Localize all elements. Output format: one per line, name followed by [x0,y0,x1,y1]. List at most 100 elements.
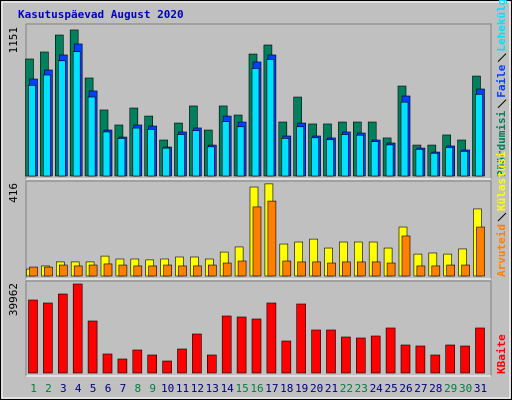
bar [177,348,187,374]
bar [207,146,215,177]
bar [147,354,157,374]
bar [355,337,366,374]
bar [221,121,230,177]
bar [72,283,83,374]
legend-entry: Lehekülgi [495,0,508,52]
bar [252,206,262,277]
x-tick-label: 8 [134,382,141,395]
bar [475,327,485,374]
bar [355,134,364,177]
bar [103,263,113,277]
x-tick-label: 24 [370,382,384,395]
bar [460,151,468,177]
x-tick-label: 4 [75,382,82,395]
y-tick-label: 416 [7,183,20,203]
bar [326,329,336,374]
x-tick-label: 22 [340,382,353,395]
bar [251,68,260,177]
x-tick-label: 29 [444,382,457,395]
bar [133,265,143,277]
bar [102,131,111,177]
x-tick-label: 3 [60,382,67,395]
x-tick-label: 11 [176,382,189,395]
bar [415,345,426,374]
bar [251,318,262,374]
bar [28,299,38,374]
bar [72,51,81,177]
chart-title: Kasutuspäevad August 2020 [18,8,184,21]
bar [370,141,379,177]
x-tick-label: 9 [149,382,156,395]
x-tick-label: 23 [355,382,368,395]
bar [476,226,485,277]
bar [282,260,292,277]
bar [207,354,217,374]
x-tick-label: 2 [45,382,52,395]
bar [312,261,321,277]
bar [327,262,336,277]
legend-entry: Faile [495,64,508,97]
bar [311,329,321,374]
bar [222,262,232,277]
bar [445,344,456,374]
bar [385,327,396,374]
bar [192,130,200,177]
bar [415,149,424,177]
bar [192,333,202,374]
bar [221,315,232,374]
bar [431,265,441,277]
legend-separator [497,212,507,222]
x-tick-label: 27 [414,382,427,395]
x-tick-label: 5 [90,382,97,395]
bar [147,129,155,177]
bar [400,344,411,374]
bar [266,59,275,177]
y-tick-label: 1151 [7,27,20,54]
legend-entry: Arvuteid [495,224,508,277]
bar [281,340,292,374]
bar [461,264,470,277]
legend-entry: KBaite [495,334,508,374]
bar [430,153,439,177]
bar [87,96,96,177]
x-tick-label: 31 [474,382,487,395]
x-tick-label: 14 [221,382,235,395]
bar [460,345,470,374]
x-tick-label: 1 [30,382,37,395]
x-tick-label: 19 [295,382,308,395]
bar [118,264,128,277]
bar [132,349,143,374]
x-tick-label: 26 [399,382,412,395]
bar [267,200,277,277]
bar [296,303,307,374]
bar [385,144,394,177]
bar [311,137,319,177]
x-tick-label: 10 [161,382,174,395]
bar [102,353,113,374]
bar [356,261,366,277]
bar [148,265,157,277]
x-tick-label: 6 [105,382,112,395]
legend-entry: Külastusi [495,151,508,211]
bar [445,147,454,177]
x-tick-label: 12 [191,382,204,395]
x-tick-label: 25 [384,382,397,395]
bar [43,302,53,374]
bar [57,293,68,374]
y-tick-label: 39962 [7,283,20,316]
bar [88,264,98,277]
bar [475,94,483,177]
bar [341,336,351,374]
x-tick-label: 28 [429,382,442,395]
x-tick-label: 17 [265,382,278,395]
bar [430,354,441,374]
bar [117,138,126,177]
bar [342,261,351,277]
bar [446,264,456,277]
bar [117,358,128,374]
x-tick-label: 13 [206,382,219,395]
bar [371,261,381,277]
bar [29,266,38,277]
